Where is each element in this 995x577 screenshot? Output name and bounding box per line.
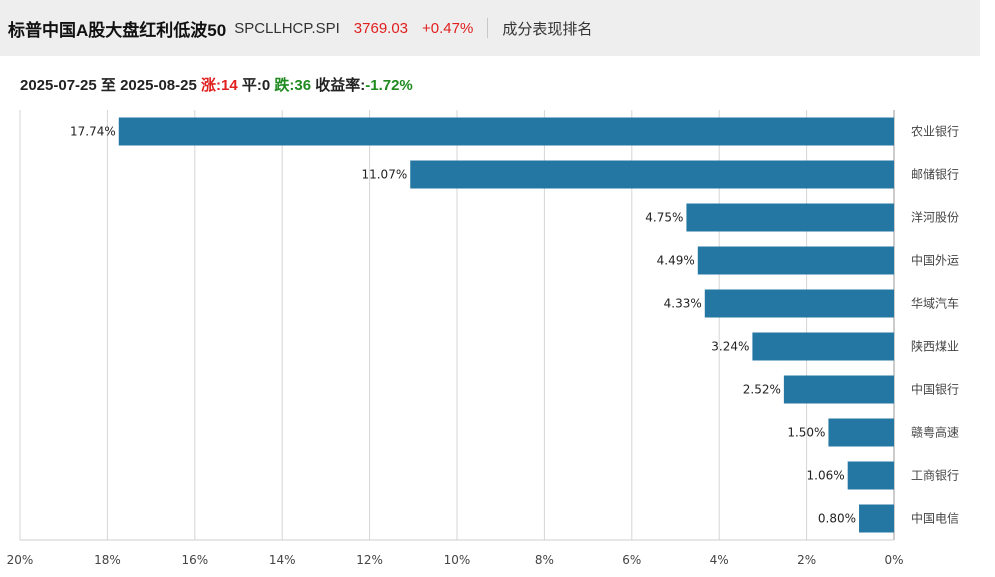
index-code: SPCLLHCP.SPI [234,19,340,37]
index-change: +0.47% [422,19,474,37]
x-tick-label: 14% [269,553,296,567]
index-title: 标普中国A股大盘红利低波50 [8,20,227,40]
bar-value-label: 0.80% [818,512,856,526]
date-from: 2025-07-25 [20,77,97,94]
chart-header: 标普中国A股大盘红利低波50 SPCLLHCP.SPI 3769.03 +0.4… [0,0,980,56]
x-tick-label: 20% [7,553,34,567]
return-value: -1.72% [365,77,413,94]
bar [783,375,894,404]
up-count: 14 [221,77,238,94]
period-stats: 2025-07-25 至 2025-08-25 涨:14 平:0 跌:36 收益… [20,74,413,95]
x-tick-label: 4% [710,553,729,567]
category-label: 赣粤高速 [911,425,959,440]
header-divider [487,18,489,38]
x-tick-label: 10% [444,553,471,567]
x-tick-label: 16% [181,553,208,567]
category-label: 农业银行 [911,125,959,139]
bar-value-label: 3.24% [711,340,749,354]
down-count: 36 [294,77,312,94]
category-label: 陕西煤业 [911,339,959,354]
bar-value-label: 4.49% [657,254,695,268]
x-tick-label: 12% [356,553,383,567]
x-tick-label: 2% [797,553,816,567]
x-tick-label: 6% [622,553,641,567]
constituent-ranking-link[interactable]: 成分表现排名 [502,20,593,38]
category-label: 洋河股份 [911,210,959,225]
flat-label: 平: [241,77,262,94]
bar-value-label: 4.33% [664,297,702,311]
category-label: 华域汽车 [911,296,959,311]
bar-value-label: 11.07% [361,168,407,182]
bar-value-label: 1.50% [787,426,825,440]
bar-value-label: 2.52% [743,383,781,397]
return-label: 收益率: [315,77,366,94]
category-label: 工商银行 [911,468,959,483]
category-label: 邮储银行 [911,167,959,182]
up-label: 涨: [201,77,221,94]
bar [752,332,894,361]
bar-value-label: 4.75% [645,211,683,225]
flat-count: 0 [261,77,271,94]
category-label: 中国电信 [911,511,959,526]
bar [847,461,894,490]
bar [704,289,894,318]
bar [410,160,894,189]
bar [859,504,894,533]
bar-value-label: 1.06% [807,469,845,483]
date-to-word: 至 [100,77,116,94]
down-label: 跌: [274,77,295,94]
bar [828,418,894,447]
x-tick-label: 8% [535,553,554,567]
bar [697,246,894,275]
index-price: 3769.03 [353,19,409,37]
date-to: 2025-08-25 [120,77,197,94]
category-label: 中国银行 [911,382,959,397]
category-label: 中国外运 [911,253,959,268]
bar [686,203,894,232]
bar-value-label: 17.74% [70,125,116,139]
x-tick-label: 0% [884,553,903,567]
x-tick-label: 18% [94,553,121,567]
bar [118,117,894,146]
